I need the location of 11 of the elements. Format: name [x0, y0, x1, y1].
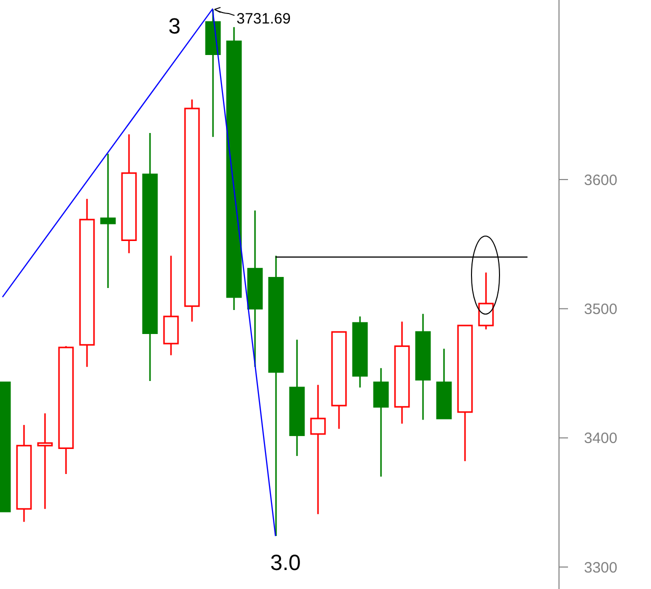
candlestick: [37, 412, 53, 510]
y-tick-label: 3600: [584, 172, 618, 189]
candlestick: [310, 384, 326, 515]
annotation: 3731.69: [236, 10, 291, 28]
candlestick: [478, 272, 494, 330]
annotation: 3.0: [270, 550, 301, 576]
y-tick-label: 3400: [584, 430, 618, 448]
y-tick-label: 3500: [584, 301, 618, 318]
y-tick-label: 3300: [584, 559, 618, 576]
candlestick: [100, 152, 116, 289]
annotation: 3: [168, 13, 181, 38]
